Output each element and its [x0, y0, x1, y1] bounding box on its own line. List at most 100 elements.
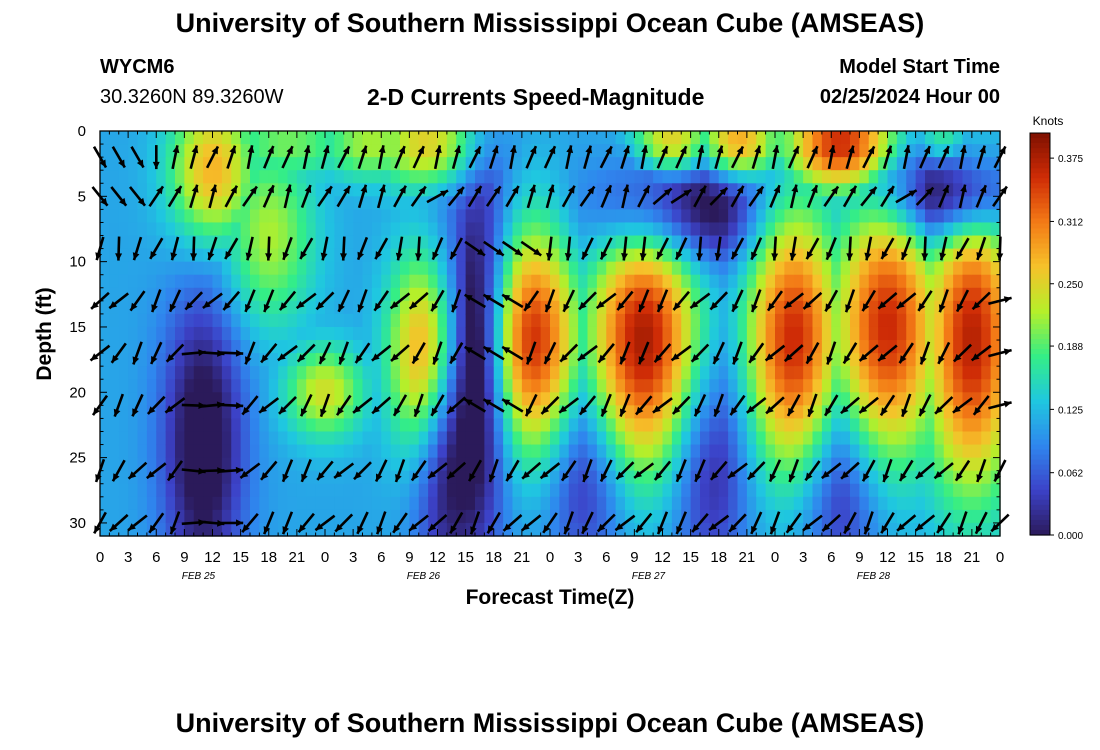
- arrow-head: [172, 145, 180, 154]
- current-arrow: [882, 458, 893, 483]
- heatmap-cell: [971, 444, 982, 459]
- heatmap-cell: [193, 353, 204, 367]
- colorbar-segment: [1030, 499, 1050, 506]
- heatmap-cell: [175, 522, 185, 537]
- heatmap-cell: [568, 144, 579, 158]
- current-arrow: [427, 514, 448, 532]
- arrow-head: [115, 253, 123, 261]
- arrow-head: [784, 301, 793, 309]
- heatmap-cell: [512, 196, 523, 210]
- heatmap-cell: [896, 522, 907, 537]
- heatmap-cell: [868, 209, 879, 224]
- heatmap-cell: [390, 144, 401, 158]
- heatmap-cell: [765, 457, 776, 472]
- heatmap-cell: [943, 470, 954, 485]
- heatmap-cell: [784, 379, 795, 393]
- heatmap-cell: [418, 235, 429, 250]
- heatmap-cell: [681, 131, 692, 145]
- heatmap-cell: [446, 235, 457, 250]
- heatmap-cell: [146, 144, 157, 158]
- heatmap-cell: [287, 418, 298, 433]
- heatmap-cell: [259, 235, 270, 250]
- heatmap-cell: [446, 340, 457, 354]
- heatmap-cell: [428, 144, 439, 158]
- heatmap-cell: [653, 235, 664, 250]
- heatmap-cell: [428, 170, 439, 184]
- heatmap-cell: [212, 313, 223, 328]
- current-arrow: [352, 396, 373, 414]
- heatmap-cell: [493, 313, 504, 328]
- heatmap-cell: [484, 300, 495, 315]
- heatmap-cell: [634, 326, 645, 341]
- heatmap-cell: [212, 287, 223, 302]
- heatmap-cell: [578, 392, 589, 406]
- heatmap-cell: [943, 431, 954, 446]
- arrow-head: [577, 353, 586, 361]
- heatmap-cell: [990, 444, 1001, 459]
- arrow-head: [210, 184, 218, 193]
- current-arrow: [464, 345, 486, 361]
- arrow-head: [788, 407, 795, 416]
- arrow-head: [533, 248, 542, 256]
- heatmap-cell: [268, 300, 279, 315]
- heatmap-cell: [971, 326, 982, 341]
- current-arrow: [955, 289, 970, 313]
- heatmap-cell: [540, 366, 551, 380]
- heatmap-cell: [456, 366, 467, 380]
- current-arrow: [189, 145, 199, 170]
- heatmap-cell: [765, 157, 776, 171]
- current-arrow: [451, 289, 462, 313]
- heatmap-cell: [765, 431, 776, 446]
- arrow-head: [694, 408, 702, 417]
- heatmap-cell: [475, 209, 485, 224]
- heatmap-cell: [128, 340, 139, 354]
- heatmap-cell: [821, 457, 832, 472]
- heatmap-cell: [878, 287, 889, 302]
- heatmap-cell: [484, 353, 495, 367]
- heatmap-cell: [775, 183, 785, 197]
- heatmap-cell: [550, 131, 560, 145]
- heatmap-cell: [700, 274, 710, 289]
- heatmap-cell: [428, 274, 439, 289]
- heatmap-cell: [896, 340, 907, 354]
- x-tick-label: 6: [377, 549, 385, 566]
- current-arrow: [561, 185, 576, 208]
- arrow-head: [334, 470, 342, 478]
- heatmap-cell: [203, 131, 214, 145]
- arrow-head: [132, 408, 139, 417]
- heatmap-cell: [100, 353, 110, 367]
- heatmap-cell: [540, 457, 551, 472]
- current-arrow: [340, 236, 347, 261]
- arrow-head: [938, 304, 946, 313]
- colorbar-segment: [1030, 409, 1050, 416]
- heatmap-cell: [353, 457, 364, 472]
- heatmap-cell: [221, 405, 232, 420]
- heatmap-cell: [662, 509, 673, 524]
- arrow-head: [1003, 348, 1012, 356]
- heatmap-cell: [446, 170, 457, 184]
- heatmap-cell: [409, 444, 420, 459]
- heatmap-cell: [587, 157, 598, 171]
- heatmap-cell: [296, 209, 307, 224]
- heatmap-cell: [540, 209, 551, 224]
- heatmap-cell: [850, 353, 860, 367]
- arrow-head: [789, 252, 797, 261]
- heatmap-cell: [746, 209, 757, 224]
- arrow-head: [901, 251, 908, 260]
- heatmap-cell: [465, 431, 476, 446]
- heatmap-cell: [381, 392, 392, 406]
- heatmap-cell: [831, 313, 842, 328]
- current-arrow: [129, 290, 146, 312]
- current-arrow: [976, 458, 987, 483]
- model-start-label: Model Start Time: [839, 56, 1000, 78]
- heatmap-cell: [906, 131, 917, 145]
- current-arrow: [620, 145, 630, 169]
- arrow-head: [828, 145, 836, 154]
- heatmap-cell: [784, 287, 795, 302]
- arrow-head: [663, 188, 672, 196]
- current-arrow: [877, 292, 898, 310]
- colorbar-segment: [1030, 384, 1050, 390]
- heatmap-cell: [634, 366, 645, 380]
- colorbar-segment: [1030, 394, 1050, 400]
- heatmap-cell: [287, 340, 298, 354]
